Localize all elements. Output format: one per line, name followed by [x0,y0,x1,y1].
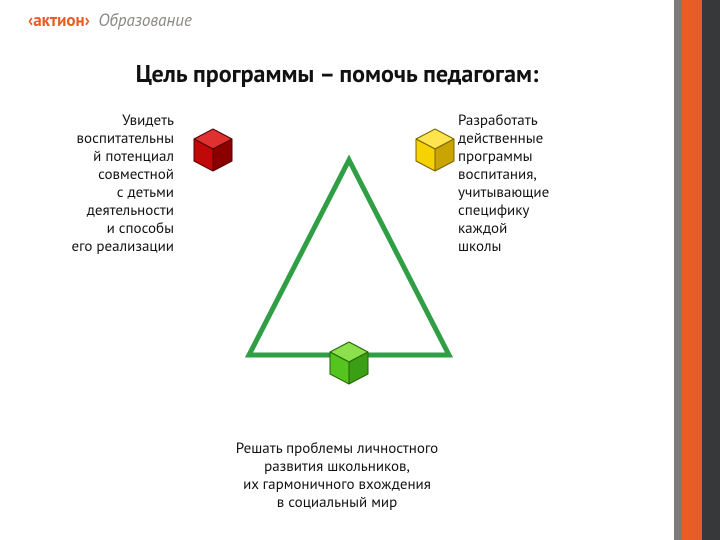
side-stripe [674,0,720,540]
text-right: Разработатьдейственныепрограммывоспитани… [458,112,628,256]
triangle-shape [249,160,449,355]
stripe-grey [674,0,682,540]
stripe-orange [682,0,702,540]
cube-green-icon [328,340,370,386]
logo-suffix: Образование [98,9,191,31]
page-title: Цель программы – помочь педагогам: [0,58,674,89]
cube-yellow-icon [414,127,456,173]
logo: ‹актион› Образование [28,12,192,29]
text-left: Увидетьвоспитательный потенциалсовместно… [34,112,174,256]
text-bottom: Решать проблемы личностногоразвития школ… [0,440,674,512]
stripe-dark [702,0,720,540]
cube-red-icon [192,127,234,173]
triangle-icon [244,155,454,365]
logo-brand: ‹актион› [28,9,90,31]
